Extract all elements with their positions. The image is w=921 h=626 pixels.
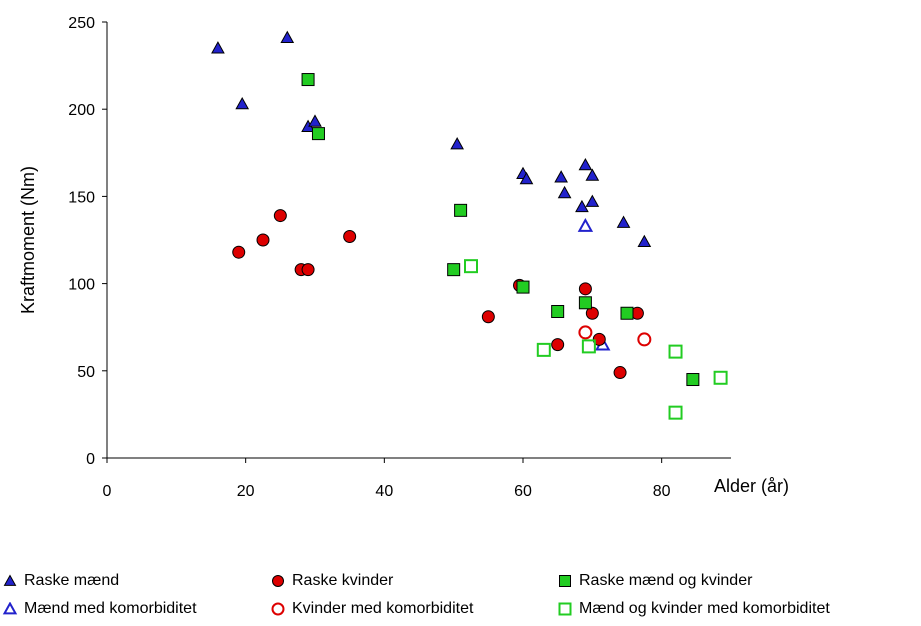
x-tick-label: 20: [237, 483, 255, 500]
legend-marker: [2, 602, 18, 615]
series-3: [578, 325, 652, 347]
data-point: [713, 370, 728, 385]
data-points: [211, 30, 728, 420]
data-point: [551, 305, 565, 319]
legend-item-maend-og-kvinder-med-komorbiditet: Mænd og kvinder med komorbiditet: [557, 600, 830, 618]
y-axis-title: Kraftmoment (Nm): [18, 166, 38, 314]
y-tick-label: 150: [68, 189, 95, 206]
data-point: [343, 230, 357, 244]
series-4: [301, 73, 700, 387]
data-point: [585, 194, 600, 207]
data-point: [519, 171, 534, 185]
data-point: [577, 217, 594, 232]
data-point: [620, 306, 634, 320]
x-tick-label: 80: [653, 483, 671, 500]
series-2: [232, 209, 644, 380]
data-point: [585, 306, 599, 320]
legend-item-raske-kvinder: Raske kvinder: [270, 572, 393, 590]
data-point: [578, 157, 593, 171]
legend-marker: [559, 575, 571, 587]
filled-square-icon: [559, 575, 571, 587]
data-point: [551, 338, 565, 352]
data-point: [232, 245, 246, 259]
data-point: [668, 344, 683, 359]
legend-item-raske-maend-og-kvinder: Raske mænd og kvinder: [557, 572, 752, 590]
data-point: [481, 310, 495, 324]
data-point: [464, 259, 478, 274]
legend-label: Mænd med komorbiditet: [24, 600, 197, 617]
data-point: [575, 199, 589, 213]
y-tick-label: 100: [68, 277, 95, 294]
x-tick-label: 60: [514, 483, 532, 500]
data-point: [211, 41, 225, 54]
data-point: [668, 405, 683, 420]
legend-marker: [558, 602, 572, 616]
data-point: [578, 325, 593, 340]
filled-triangle-icon: [3, 574, 17, 586]
data-point: [311, 127, 325, 141]
data-point: [585, 168, 600, 181]
series-5: [464, 259, 728, 420]
x-axis-title: Alder (år): [714, 476, 789, 496]
legend-label: Kvinder med komorbiditet: [292, 600, 474, 617]
data-point: [557, 185, 572, 199]
y-tick-label: 0: [86, 451, 95, 468]
data-point: [637, 332, 652, 347]
x-tick-label: 40: [375, 483, 393, 500]
legend-label: Mænd og kvinder med komorbiditet: [579, 600, 830, 617]
data-point: [454, 203, 468, 217]
data-point: [273, 209, 287, 223]
data-point: [578, 296, 592, 310]
y-tick-label: 250: [68, 15, 95, 32]
legend-label: Raske kvinder: [292, 572, 394, 589]
legend-item-kvinder-med-komorbiditet: Kvinder med komorbiditet: [270, 600, 473, 618]
legend-item-raske-maend: Raske mænd: [2, 572, 119, 590]
open-circle-icon: [271, 602, 285, 616]
data-point: [637, 234, 652, 248]
legend: Raske mænd Mænd med komorbiditet Raske k…: [0, 566, 921, 626]
legend-marker: [272, 575, 284, 587]
legend-item-maend-med-komorbiditet: Mænd med komorbiditet: [2, 600, 197, 618]
data-point: [554, 170, 568, 183]
axes: 0 20 40 60 80 0 50 100 150 200 250: [68, 15, 731, 500]
open-triangle-icon: [2, 602, 18, 615]
data-point: [581, 339, 596, 354]
legend-label: Raske mænd og kvinder: [579, 572, 753, 589]
data-point: [301, 73, 315, 87]
y-tick-label: 50: [77, 364, 95, 381]
data-point: [280, 30, 295, 43]
data-point: [613, 366, 627, 380]
data-point: [516, 280, 530, 294]
x-tick-label: 0: [103, 483, 112, 500]
legend-marker: [271, 602, 285, 616]
series-0: [211, 30, 652, 248]
data-point: [447, 263, 461, 277]
y-tick-label: 200: [68, 102, 95, 119]
data-point: [308, 114, 322, 127]
data-point: [616, 215, 631, 228]
data-point: [536, 342, 551, 357]
legend-label: Raske mænd: [24, 572, 120, 589]
data-point: [578, 282, 592, 296]
data-point: [235, 96, 250, 110]
legend-marker: [3, 574, 17, 586]
scatter-chart: 0 20 40 60 80 0 50 100 150 200 250 Alder (år) Kraf…: [18, 15, 789, 500]
data-point: [686, 373, 700, 387]
filled-circle-icon: [272, 575, 284, 587]
data-point: [301, 263, 315, 277]
data-point: [256, 233, 270, 247]
open-square-icon: [558, 602, 572, 616]
data-point: [450, 137, 464, 150]
